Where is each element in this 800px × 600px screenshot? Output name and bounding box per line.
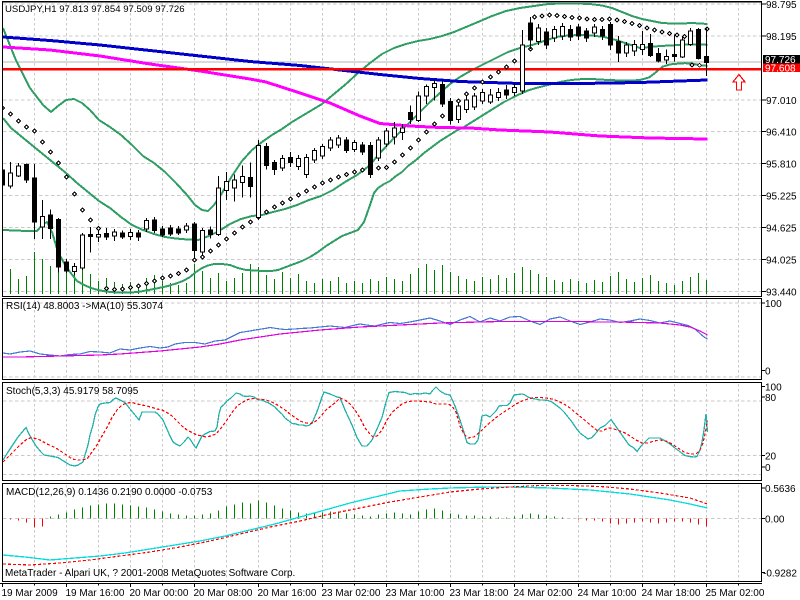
svg-text:93.440: 93.440 bbox=[766, 287, 797, 298]
svg-text:98.195: 98.195 bbox=[766, 32, 797, 43]
svg-text:100: 100 bbox=[765, 383, 782, 394]
svg-text:95.810: 95.810 bbox=[766, 160, 797, 171]
svg-text:20 Mar 08:00: 20 Mar 08:00 bbox=[194, 588, 253, 599]
svg-text:19 Mar 2009: 19 Mar 2009 bbox=[2, 588, 59, 599]
svg-text:24 Mar 02:00: 24 Mar 02:00 bbox=[514, 588, 573, 599]
svg-text:USDJPY,H1 97.813 97.854 97.50: USDJPY,H1 97.813 97.854 97.509 97.726 bbox=[5, 4, 185, 15]
svg-text:95.225: 95.225 bbox=[766, 192, 797, 203]
svg-text:-0.9282: -0.9282 bbox=[763, 569, 797, 580]
svg-text:0: 0 bbox=[765, 463, 771, 474]
svg-text:MetaTrader - Alpari UK, ? 2001: MetaTrader - Alpari UK, ? 2001-2008 Meta… bbox=[5, 568, 295, 579]
svg-text:20: 20 bbox=[765, 452, 777, 463]
svg-text:80: 80 bbox=[765, 393, 777, 404]
svg-text:MACD(12,26,9) 0.1436 0.2190 0.: MACD(12,26,9) 0.1436 0.2190 0.0000 -0.07… bbox=[6, 487, 213, 498]
svg-text:24 Mar 10:00: 24 Mar 10:00 bbox=[578, 588, 637, 599]
svg-text:0.5636: 0.5636 bbox=[765, 484, 796, 495]
svg-text:94.625: 94.625 bbox=[766, 224, 797, 235]
svg-text:25 Mar 02:00: 25 Mar 02:00 bbox=[706, 588, 765, 599]
svg-text:100: 100 bbox=[765, 299, 782, 310]
svg-text:0.00: 0.00 bbox=[765, 515, 785, 526]
svg-text:Stoch(5,3,3) 45.9179 58.7095: Stoch(5,3,3) 45.9179 58.7095 bbox=[6, 386, 139, 397]
svg-text:20 Mar 00:00: 20 Mar 00:00 bbox=[130, 588, 189, 599]
svg-text:19 Mar 16:00: 19 Mar 16:00 bbox=[66, 588, 125, 599]
svg-text:97.608: 97.608 bbox=[765, 64, 796, 75]
svg-text:94.025: 94.025 bbox=[766, 256, 797, 267]
svg-text:23 Mar 02:00: 23 Mar 02:00 bbox=[322, 588, 381, 599]
svg-text:24 Mar 18:00: 24 Mar 18:00 bbox=[642, 588, 701, 599]
svg-text:97.726: 97.726 bbox=[765, 55, 796, 66]
svg-text:23 Mar 18:00: 23 Mar 18:00 bbox=[450, 588, 509, 599]
svg-text:98.795: 98.795 bbox=[766, 0, 797, 11]
svg-text:0: 0 bbox=[765, 367, 771, 378]
svg-text:96.410: 96.410 bbox=[766, 128, 797, 139]
svg-text:20 Mar 16:00: 20 Mar 16:00 bbox=[258, 588, 317, 599]
svg-text:23 Mar 10:00: 23 Mar 10:00 bbox=[386, 588, 445, 599]
svg-text:RSI(14) 48.8003 ->MA(10) 55.3: RSI(14) 48.8003 ->MA(10) 55.3074 bbox=[6, 301, 163, 312]
svg-text:97.010: 97.010 bbox=[766, 96, 797, 107]
